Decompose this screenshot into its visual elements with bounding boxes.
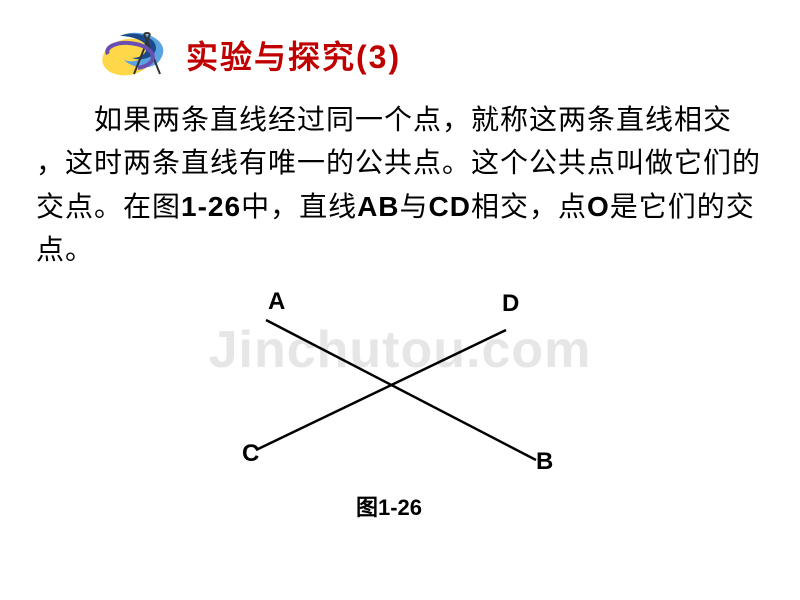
para-seg4: 相交，点	[471, 191, 587, 222]
header-logo	[100, 30, 180, 80]
title-text: 实验与探究	[186, 39, 356, 75]
label-o: O	[587, 191, 610, 222]
point-label-a: A	[268, 288, 285, 316]
para-seg3: 与	[400, 191, 429, 222]
figure-caption: 图1-26	[356, 490, 422, 522]
point-label-c: C	[242, 440, 259, 468]
fig-ref: 1-26	[181, 191, 241, 222]
point-label-d: D	[502, 290, 519, 318]
para-seg2: 中，直线	[241, 191, 357, 222]
intersection-diagram: A B C D 图1-26	[206, 300, 586, 530]
title-number: (3)	[356, 39, 401, 75]
label-cd: CD	[429, 191, 471, 222]
label-ab: AB	[357, 191, 399, 222]
body-paragraph: 如果两条直线经过同一个点，就称这两条直线相交 ，这时两条直线有唯一的公共点。这个…	[0, 80, 800, 272]
point-label-b: B	[536, 448, 553, 476]
section-title: 实验与探究(3)	[186, 32, 401, 78]
